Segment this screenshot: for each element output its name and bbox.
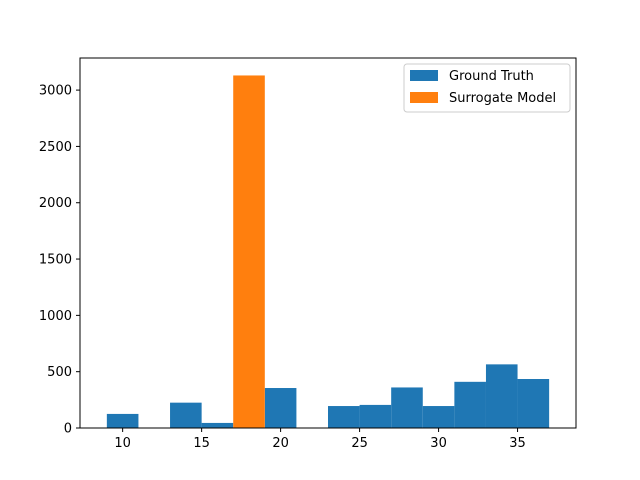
y-tick-label-0: 0: [64, 422, 72, 437]
x-axis: 10 15 20 25 30 35: [114, 428, 526, 451]
y-tick-label-5: 2500: [39, 140, 72, 155]
legend-label-ground-truth: Ground Truth: [449, 69, 534, 84]
legend-frame: [403, 63, 571, 113]
x-tick-label-4: 30: [430, 436, 447, 451]
bars-group: [106, 75, 550, 429]
y-tick-label-2: 1000: [39, 309, 72, 324]
x-tick-label-0: 10: [114, 436, 131, 451]
bar-ground-truth-0: [106, 413, 139, 428]
axes-frame: [79, 57, 577, 429]
bar-ground-truth-8: [359, 404, 392, 428]
y-tick-label-6: 3000: [39, 84, 72, 99]
legend-swatch-ground-truth: [410, 70, 438, 81]
x-tick-label-2: 20: [272, 436, 289, 451]
legend-label-surrogate-model: Surrogate Model: [449, 91, 556, 106]
bar-surrogate-model-0: [233, 75, 265, 429]
plot-area: [79, 57, 577, 429]
bar-ground-truth-3: [201, 422, 234, 428]
x-tick-label-5: 35: [509, 436, 526, 451]
y-tick-label-1: 500: [47, 365, 72, 380]
y-tick-label-4: 2000: [39, 196, 72, 211]
bar-ground-truth-9: [391, 387, 423, 428]
y-axis: 0 500 1000 1500 2000 2500 3000: [39, 84, 80, 437]
x-tick-label-1: 15: [193, 436, 210, 451]
bar-ground-truth-11: [454, 381, 486, 428]
bar-ground-truth-2: [170, 402, 202, 428]
x-tick-label-3: 25: [351, 436, 368, 451]
legend-swatch-surrogate-model: [410, 92, 438, 103]
bar-ground-truth-13: [517, 379, 550, 428]
y-tick-label-3: 1500: [39, 253, 72, 268]
bar-ground-truth-10: [422, 406, 455, 428]
legend: Ground Truth Surrogate Model: [403, 63, 571, 113]
bar-ground-truth-7: [328, 406, 360, 428]
bar-ground-truth-5: [264, 388, 297, 428]
bar-ground-truth-12: [485, 364, 518, 428]
